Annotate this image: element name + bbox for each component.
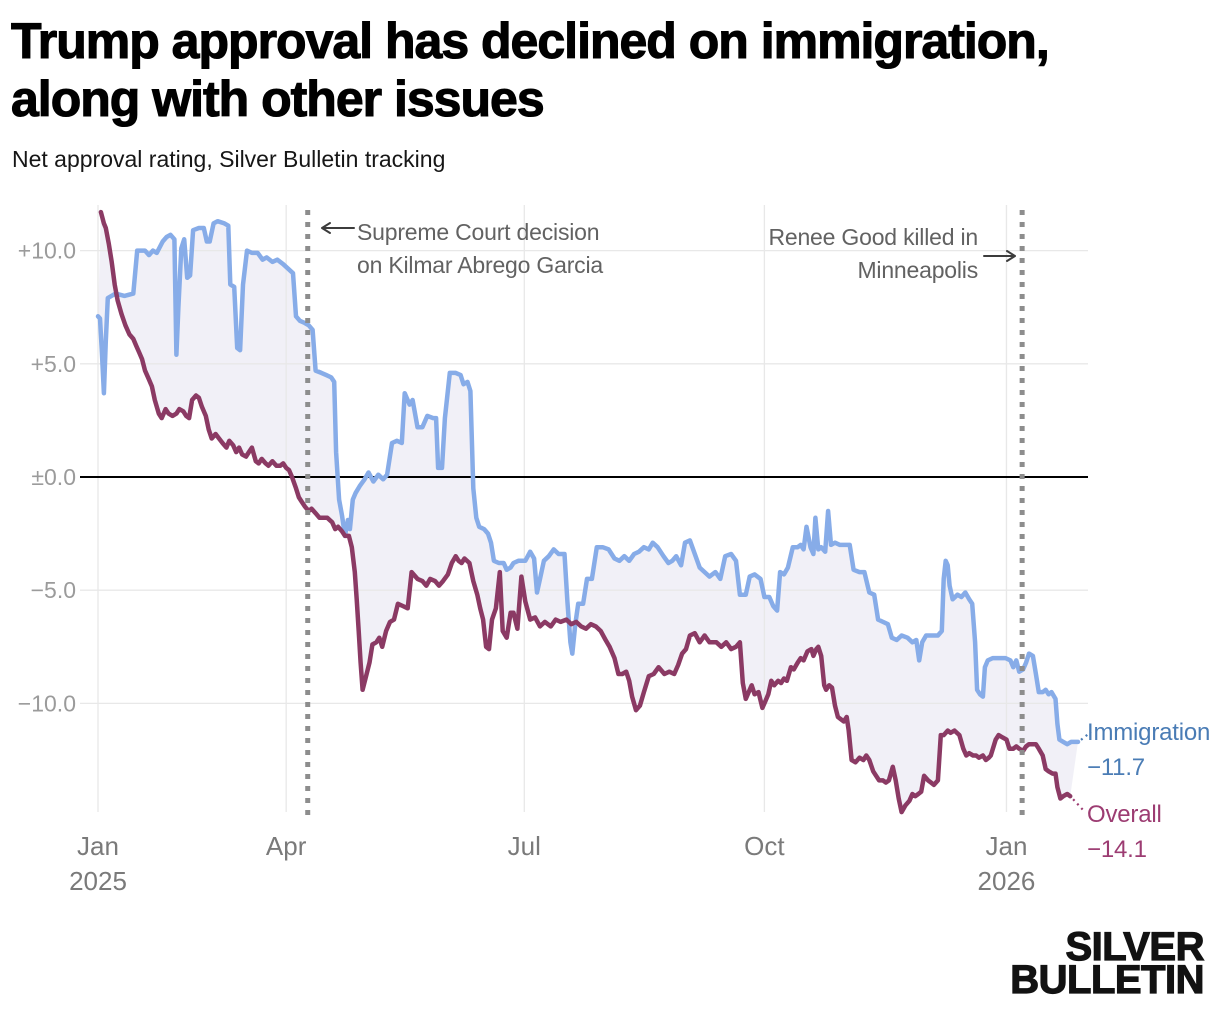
annotation-supreme-court-line2: on Kilmar Abrego Garcia [357,252,603,278]
leader-immigration [1080,731,1092,741]
annotation-renee-good: Renee Good killed in Minneapolis [768,221,978,287]
series-label-immigration-value: −11.7 [1087,754,1145,781]
series-label-immigration: Immigration −11.7 [1087,715,1210,785]
silver-bulletin-logo: SILVER BULLETIN [1010,925,1205,1002]
approval-line-chart: +10.0 +5.0 ±0.0 −5.0 −10.0 Jan 2025 Apr Jul Oct Ja… [18,205,1092,896]
annotation-supreme-court-line1: Supreme Court decision [357,219,600,245]
page-title: Trump approval has declined on immigrati… [10,12,1050,128]
x-tick-label: Jan [985,831,1027,861]
x-tick-label: Apr [266,831,307,861]
leader-overall [1072,798,1085,812]
annotation-arrow [321,222,355,234]
series-label-overall-value: −14.1 [1087,836,1147,863]
x-tick-year-label: 2026 [978,866,1036,896]
series-line-overall [98,209,1073,815]
x-tick-year-label: 2025 [69,866,127,896]
annotation-arrow [983,250,1016,262]
x-tick-label: Oct [744,831,785,861]
x-tick-label: Jul [508,831,541,861]
logo-line1: SILVER [1065,925,1205,969]
page-title-line2: along with other issues [10,70,545,127]
y-tick-label: −10.0 [18,690,76,716]
page-title-line1: Trump approval has declined on immigrati… [10,12,1050,69]
x-tick-label: Jan [77,831,119,861]
chart-subtitle: Net approval rating, Silver Bulletin tra… [12,146,446,172]
series-line-immigration [95,218,1081,747]
annotation-supreme-court: Supreme Court decision on Kilmar Abrego … [357,216,603,282]
series-label-overall-name: Overall [1087,801,1162,828]
annotation-renee-good-line1: Renee Good killed in [768,224,978,250]
y-tick-label: −5.0 [31,577,76,603]
y-tick-label: +5.0 [31,351,76,377]
series-label-overall: Overall −14.1 [1087,797,1162,867]
logo-line2: BULLETIN [1010,958,1205,1002]
annotation-renee-good-line2: Minneapolis [857,257,978,283]
y-tick-label: +10.0 [18,238,76,264]
band-fill [98,212,1078,813]
series-label-immigration-name: Immigration [1087,719,1211,746]
y-tick-label: ±0.0 [31,464,76,490]
